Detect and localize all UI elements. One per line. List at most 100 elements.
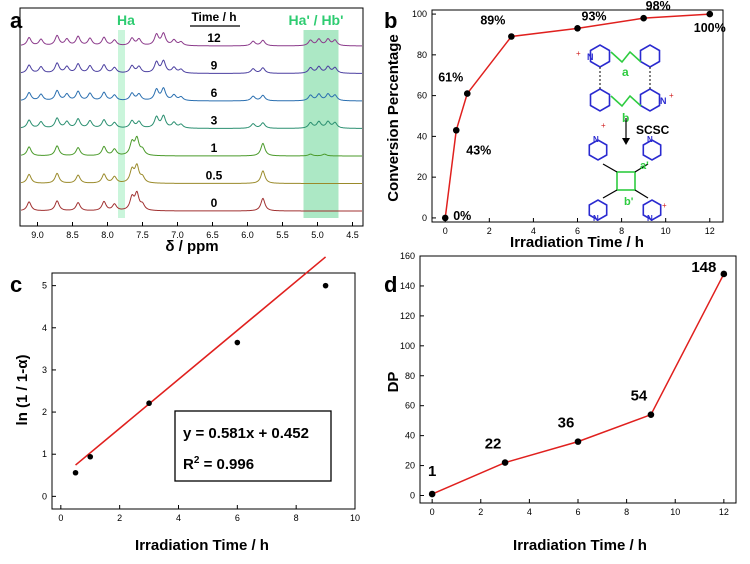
data-point [640,14,647,22]
panel-c-xlabel: Irradiation Time / h [135,537,269,554]
data-label: 1 [428,463,436,480]
data-point [647,411,655,418]
highlight-bands [118,30,339,218]
y-tick-label: 100 [412,9,427,19]
charge-plus: + [662,201,667,210]
x-tick-label: 5.0 [311,230,324,240]
label-n: N [587,52,594,62]
charge-plus: + [601,121,606,130]
olefin-b [610,94,642,108]
x-tick-label: 0 [443,226,448,236]
x-tick-label: 6.5 [206,230,219,240]
y-tick-label: 120 [400,311,415,321]
cyclobutane-ring [616,171,636,191]
x-tick-label: 4 [176,513,181,523]
data-point [87,453,94,460]
label-a-prime: a' [640,160,649,172]
x-tick-label: 10 [661,226,671,236]
fit-line [75,256,327,466]
charge-plus: + [576,49,581,58]
x-tick-label: 8.0 [101,230,114,240]
x-tick-label: 4 [531,226,536,236]
spectrum-trace-12h [20,31,362,47]
dp-series: 1 22 36 54 148 [428,259,728,498]
pyridine-ring [639,88,661,112]
spectrum-trace-1h [20,135,362,157]
x-tick-label: 8 [624,507,629,517]
data-point [72,469,79,476]
x-tick-label: 9.0 [31,230,44,240]
x-tick-label: 2 [487,226,492,236]
y-tick-label: 160 [400,251,415,261]
y-tick-label: 40 [405,431,415,441]
pyridine-ring [639,44,661,68]
conversion-line [444,13,710,219]
panel-d-ylabel: DP [385,372,402,393]
y-tick-label: 60 [417,91,427,101]
panel-c-ylabel: ln (1 / 1-α) [14,355,31,426]
x-tick-label: 6 [575,507,580,517]
data-label: 148 [691,259,716,276]
axis-ticks: 0 2 4 6 8 10 12 0 20 40 60 80 100 [412,9,715,236]
highlight-band-1 [118,30,125,218]
label-a: a [622,65,629,79]
x-tick-label: 2 [478,507,483,517]
y-tick-label: 4 [42,323,47,333]
label-n: N [660,96,667,106]
data-label: 93% [582,9,607,23]
charge-plus: + [669,91,674,100]
data-point [441,214,449,222]
data-point [574,25,581,32]
bond [602,189,618,199]
conversion-series: 0% 43% 61% 89% 93% 98% 100% [438,0,726,223]
data-point [508,33,515,40]
y-tick-label: 2 [42,407,47,417]
fit-r2: R2 = 0.996 [183,455,254,473]
data-label: 89% [480,14,505,28]
spectrum-trace-9h [20,59,362,74]
pyridine-ring [642,139,662,161]
spectrum-trace-0h [20,190,362,212]
data-point [501,459,509,466]
y-tick-label: 100 [400,341,415,351]
data-label: 98% [646,0,671,13]
annotation-ha-hb-prime: Ha' / Hb' [289,12,344,28]
x-tick-label: 12 [705,226,715,236]
label-n: N [647,214,653,223]
data-label: 54 [631,388,648,405]
panel-c-kinetics: c 0 2 4 6 8 10 0 1 2 3 4 5 y = 0.581x + 0.452 R2 = … [10,256,360,554]
panel-d-frame [419,255,737,504]
kinetics-series [72,256,329,476]
spectrum-label-0.5h: 0.5 [206,169,223,183]
x-tick-label: 8 [294,513,299,523]
fit-equation: y = 0.581x + 0.452 [183,425,309,442]
x-tick-label: 2 [117,513,122,523]
panel-b-xlabel: Irradiation Time / h [510,234,644,251]
x-tick-label: 4 [527,507,532,517]
x-axis-ticks: 9.0 8.5 8.0 7.5 7.0 6.5 6.0 5.5 5.0 4.5 [31,222,359,240]
data-label: 61% [438,71,463,85]
label-n: N [647,135,653,144]
data-point [428,490,436,498]
data-point [463,90,471,97]
y-tick-label: 0 [422,213,427,223]
data-point [574,438,582,445]
reaction-arrowhead [622,138,630,145]
x-tick-label: 4.5 [346,230,359,240]
panel-a-nmr-spectra: a 12 9 6 3 1 0.5 0 9.0 8.5 8.0 7.5 7.0 6.5 6.0 5.5 5.0… [10,7,364,255]
x-tick-label: 7.5 [136,230,149,240]
spectrum-trace-6h [20,86,362,102]
spectrum-label-12h: 12 [207,31,221,45]
pyridine-ring [588,139,608,161]
axis-ticks: 0 2 4 6 8 10 0 1 2 3 4 5 [42,281,360,523]
data-point [720,270,728,278]
equation-box: y = 0.581x + 0.452 R2 = 0.996 [174,410,332,482]
data-point [234,339,241,346]
x-tick-label: 10 [350,513,360,523]
y-tick-label: 1 [42,449,47,459]
y-tick-label: 140 [400,281,415,291]
y-tick-label: 20 [417,172,427,182]
data-point [322,282,329,289]
